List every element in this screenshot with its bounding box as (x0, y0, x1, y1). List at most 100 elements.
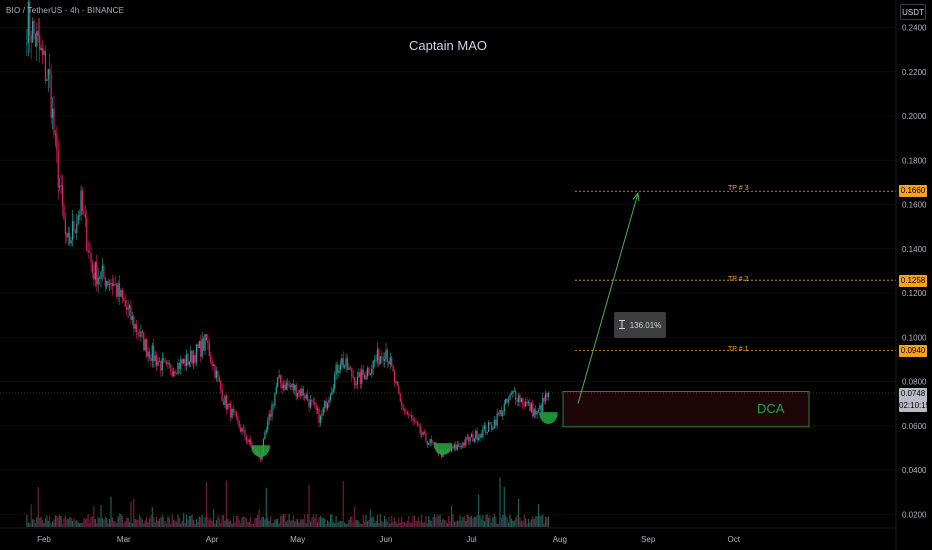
candle-body (245, 437, 247, 442)
measure-label[interactable]: 136.01% (614, 312, 666, 338)
volume-bar (401, 516, 403, 527)
volume-bar (482, 514, 484, 527)
candle-body (342, 358, 344, 368)
candle-body (536, 410, 538, 415)
candle-body (110, 283, 112, 284)
volume-bar (231, 523, 233, 527)
volume-bar (465, 520, 467, 527)
volume-bar (207, 516, 209, 527)
candle-body (473, 438, 475, 442)
time-axis[interactable]: Feb Mar Apr May Jun Jul Aug Sep Oct (0, 527, 896, 544)
volume-bar (151, 507, 153, 527)
candle-body (526, 401, 528, 404)
time-tick-label: Mar (117, 535, 131, 544)
candle-body (268, 413, 270, 421)
tp2-label: TP # 2 (728, 276, 749, 283)
candle-body (412, 418, 414, 421)
volume-bar (453, 521, 455, 527)
candle-body (267, 420, 269, 431)
volume-bar (439, 514, 441, 527)
volume-bar (173, 519, 175, 527)
candle-body (51, 108, 54, 118)
volume-bar (366, 521, 369, 527)
volume-bar (389, 523, 391, 527)
candle-body (144, 339, 146, 351)
candle-body (338, 370, 340, 374)
candle-body (450, 446, 453, 452)
volume-bar (355, 520, 357, 527)
symbol-title[interactable]: BIO / TetherUS · 4h · BINANCE (6, 6, 125, 15)
candle-body (359, 372, 361, 384)
price-axis[interactable]: 0.2400 0.2200 0.2000 0.1800 0.1600 0.1400 0.12… (895, 0, 927, 550)
candle-body (36, 31, 38, 47)
bar-countdown: 02:10:15 (899, 401, 931, 410)
candle-body (34, 33, 37, 47)
volume-bar (339, 521, 341, 527)
candle-body (399, 393, 401, 402)
candle-body (298, 390, 300, 394)
candle-body (321, 413, 323, 416)
candle-body (418, 424, 420, 426)
volume-bar (262, 516, 265, 527)
candle-body (472, 434, 474, 442)
candle-body (480, 433, 483, 438)
volume-bar (416, 521, 418, 527)
candle-body (366, 368, 369, 377)
volume-bar (53, 519, 55, 527)
volume-bar (27, 522, 29, 527)
volume-bar (118, 513, 121, 527)
candle-body (151, 345, 153, 361)
volume-bar (297, 519, 299, 527)
candle-body (146, 339, 148, 357)
volume-bar (158, 518, 161, 527)
candle-body (37, 31, 39, 36)
volume-bar (532, 516, 534, 527)
volume-bar (516, 515, 518, 527)
volume-bar (493, 514, 495, 527)
current-price: 0.0748 (900, 389, 926, 398)
candle-body (402, 404, 404, 410)
volume-bar (519, 517, 521, 527)
time-tick-label: May (290, 535, 305, 544)
candle-body (224, 395, 226, 405)
candle-body (185, 353, 188, 367)
volume-bar (289, 520, 292, 527)
volume-bar (272, 522, 275, 527)
candle-body (161, 358, 163, 371)
candle-body (247, 441, 249, 443)
volume-bar (255, 517, 257, 527)
volume-bar (393, 516, 396, 527)
candle-body (26, 42, 28, 44)
volume-bar (165, 523, 168, 527)
volume-bar (299, 518, 302, 527)
volume-bar (431, 521, 433, 527)
candle-body (328, 399, 330, 404)
candle-body (470, 434, 473, 438)
candle-body (453, 444, 455, 449)
candle-body (87, 250, 89, 253)
candle-body (463, 442, 465, 446)
volume-bar (198, 516, 200, 527)
volume-bar (342, 481, 344, 527)
candle-body (164, 360, 166, 363)
candle-body (228, 403, 230, 405)
measure-percent: 136.01% (629, 320, 662, 330)
candle-body (288, 385, 290, 387)
volume-bar (408, 516, 410, 527)
candle-body (222, 401, 225, 405)
candle-body (336, 364, 339, 374)
volume-bar (74, 520, 76, 527)
volume-bar (478, 494, 480, 527)
volume-bar (91, 516, 94, 527)
volume-bar (190, 515, 192, 527)
volume-bar (356, 519, 359, 527)
candle-body (317, 408, 319, 411)
candle-body (539, 405, 541, 410)
candle-body (203, 338, 205, 351)
volume-bar (184, 522, 186, 527)
candle-body (499, 410, 501, 415)
time-tick-label: Jul (466, 535, 476, 544)
currency-button[interactable]: USDT (900, 4, 926, 20)
volume-bar (39, 517, 41, 527)
